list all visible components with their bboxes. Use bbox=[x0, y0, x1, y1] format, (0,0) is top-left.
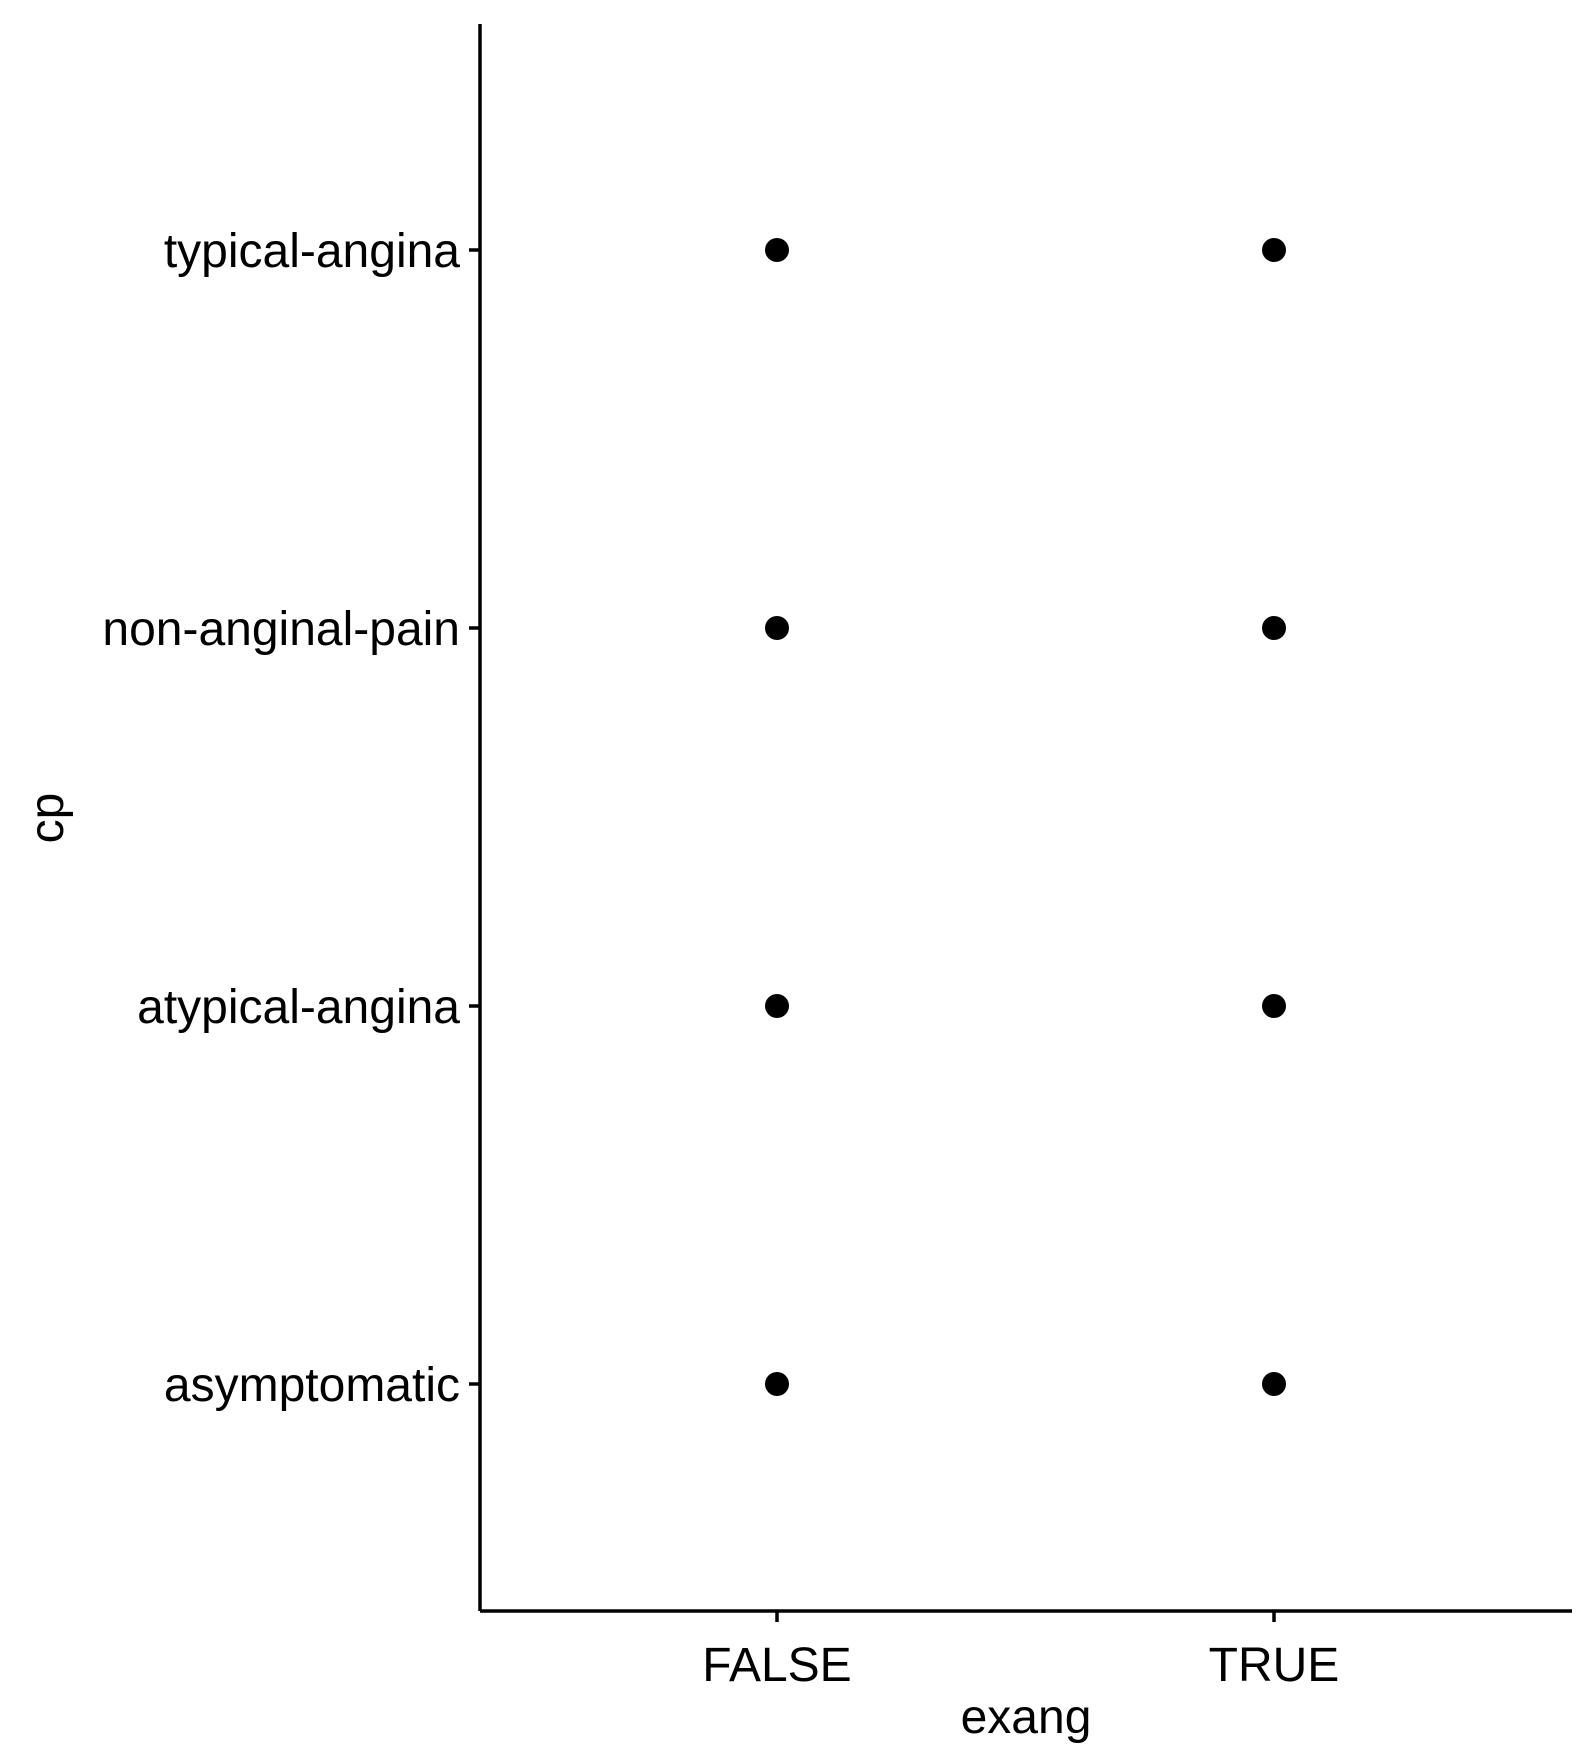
data-point bbox=[765, 994, 789, 1018]
data-point bbox=[1262, 616, 1286, 640]
data-point bbox=[1262, 994, 1286, 1018]
x-ticks-group: FALSE TRUE bbox=[702, 1611, 1339, 1692]
y-tick-label: asymptomatic bbox=[164, 1359, 460, 1412]
data-point bbox=[765, 238, 789, 262]
y-tick-label: non-anginal-pain bbox=[102, 603, 460, 656]
data-point bbox=[765, 616, 789, 640]
points-group bbox=[765, 238, 1286, 1396]
x-tick-label: FALSE bbox=[702, 1639, 851, 1692]
data-point bbox=[765, 1372, 789, 1396]
x-axis-title: exang bbox=[961, 1691, 1092, 1744]
y-tick-label: typical-angina bbox=[164, 225, 460, 278]
y-tick-label: atypical-angina bbox=[137, 981, 460, 1034]
data-point bbox=[1262, 1372, 1286, 1396]
y-ticks-group: asymptomatic atypical-angina non-anginal-p… bbox=[102, 225, 480, 1412]
x-tick-label: TRUE bbox=[1209, 1639, 1340, 1692]
axes-group bbox=[478, 24, 1572, 1613]
y-axis-title: cp bbox=[21, 793, 74, 844]
data-point bbox=[1262, 238, 1286, 262]
